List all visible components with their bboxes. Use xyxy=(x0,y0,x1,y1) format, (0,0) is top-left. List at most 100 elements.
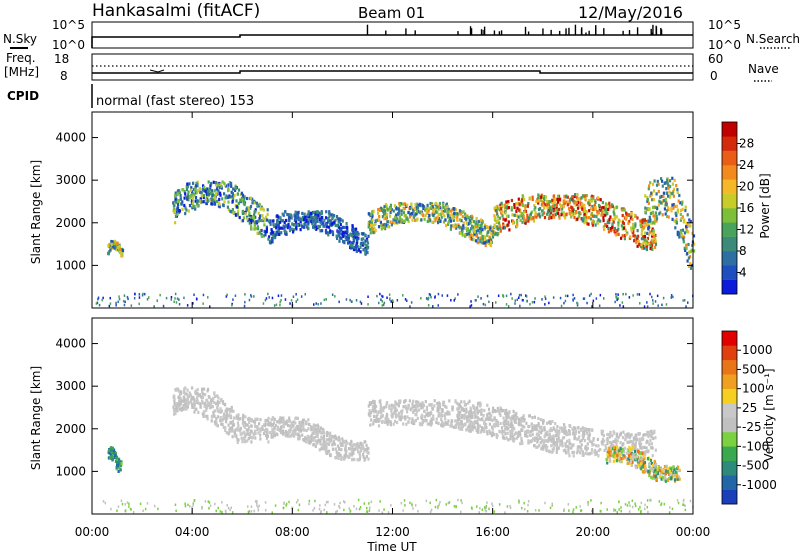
data-cell xyxy=(651,232,654,236)
data-cell xyxy=(303,428,306,432)
data-cell xyxy=(597,221,600,225)
data-cell xyxy=(390,407,393,411)
near-range-cell xyxy=(420,297,422,300)
data-cell xyxy=(498,205,502,209)
data-cell xyxy=(352,241,355,245)
data-cell xyxy=(369,223,373,227)
data-cell xyxy=(215,183,218,187)
data-cell xyxy=(651,182,655,186)
data-cell xyxy=(642,434,645,438)
data-cell xyxy=(599,198,602,202)
data-cell xyxy=(552,427,555,431)
data-cell xyxy=(568,201,571,205)
near-range-cell xyxy=(441,294,443,297)
data-cell xyxy=(635,466,638,470)
data-cell xyxy=(537,193,540,197)
data-cell xyxy=(199,393,202,397)
near-range-cell xyxy=(544,297,547,300)
data-cell xyxy=(346,454,349,458)
data-cell xyxy=(266,434,269,438)
data-cell xyxy=(580,448,583,452)
data-cell xyxy=(546,212,549,216)
data-cell xyxy=(490,414,493,418)
data-cell xyxy=(554,443,557,447)
near-range-cell xyxy=(403,499,406,502)
near-range-cell xyxy=(577,302,579,305)
data-cell xyxy=(639,219,642,223)
data-cell xyxy=(351,225,354,229)
data-cell xyxy=(544,432,547,436)
data-cell xyxy=(654,240,657,244)
data-cell xyxy=(588,429,591,433)
data-cell xyxy=(666,214,669,219)
data-cell xyxy=(606,442,609,446)
data-cell xyxy=(259,433,262,437)
data-cell xyxy=(218,185,221,189)
data-cell xyxy=(644,206,647,210)
data-cell xyxy=(416,217,419,221)
data-cell xyxy=(389,220,392,224)
data-cell xyxy=(675,184,678,188)
data-cell xyxy=(108,451,111,455)
data-cell xyxy=(477,401,480,405)
data-cell xyxy=(493,224,496,228)
data-cell xyxy=(382,409,385,413)
data-cell xyxy=(445,202,448,206)
data-cell xyxy=(585,216,588,220)
data-cell xyxy=(663,465,666,469)
data-cell xyxy=(218,202,221,206)
data-cell xyxy=(543,206,546,210)
data-cell xyxy=(578,204,582,208)
data-cell xyxy=(517,434,520,438)
near-range-cell xyxy=(625,292,627,296)
data-cell xyxy=(581,426,584,430)
data-cell xyxy=(490,434,493,438)
data-cell xyxy=(685,243,688,247)
data-cell xyxy=(444,206,447,210)
nsky-series xyxy=(91,34,693,48)
data-cell xyxy=(534,427,537,431)
data-cell xyxy=(396,212,400,216)
data-cell xyxy=(588,452,591,456)
data-cell xyxy=(477,228,480,233)
near-range-cell xyxy=(640,501,643,505)
near-range-cell xyxy=(427,298,429,301)
near-range-cell xyxy=(620,509,622,513)
data-cell xyxy=(652,474,655,478)
data-cell xyxy=(584,445,587,449)
data-cell xyxy=(629,448,632,452)
data-cell xyxy=(660,177,663,181)
data-cell xyxy=(283,422,286,426)
data-cell xyxy=(680,230,683,234)
data-cell xyxy=(607,230,610,234)
near-range-cell xyxy=(564,299,567,303)
data-cell xyxy=(510,208,513,212)
data-cell xyxy=(176,192,179,196)
data-cell xyxy=(325,231,328,235)
data-cell xyxy=(498,412,501,416)
data-cell xyxy=(556,439,559,443)
data-cell xyxy=(548,433,551,437)
near-range-cell xyxy=(368,502,370,505)
data-cell xyxy=(496,212,499,216)
data-cell xyxy=(651,431,654,435)
data-cell xyxy=(576,206,580,210)
data-cell xyxy=(531,197,534,201)
data-cell xyxy=(501,432,504,436)
near-range-cell xyxy=(629,504,631,507)
data-cell xyxy=(265,436,269,440)
data-cell xyxy=(497,218,500,222)
near-range-cell xyxy=(615,293,617,296)
data-cell xyxy=(557,446,560,450)
data-cell xyxy=(603,448,606,452)
data-cell xyxy=(551,200,554,204)
data-cell xyxy=(468,234,471,238)
data-cell xyxy=(508,228,511,232)
near-range-cell xyxy=(115,301,117,305)
data-cell xyxy=(655,183,659,187)
data-cell xyxy=(113,246,116,250)
near-range-cell xyxy=(178,303,181,306)
data-cell xyxy=(177,405,180,410)
y-tick-label: 1000 xyxy=(55,258,86,272)
